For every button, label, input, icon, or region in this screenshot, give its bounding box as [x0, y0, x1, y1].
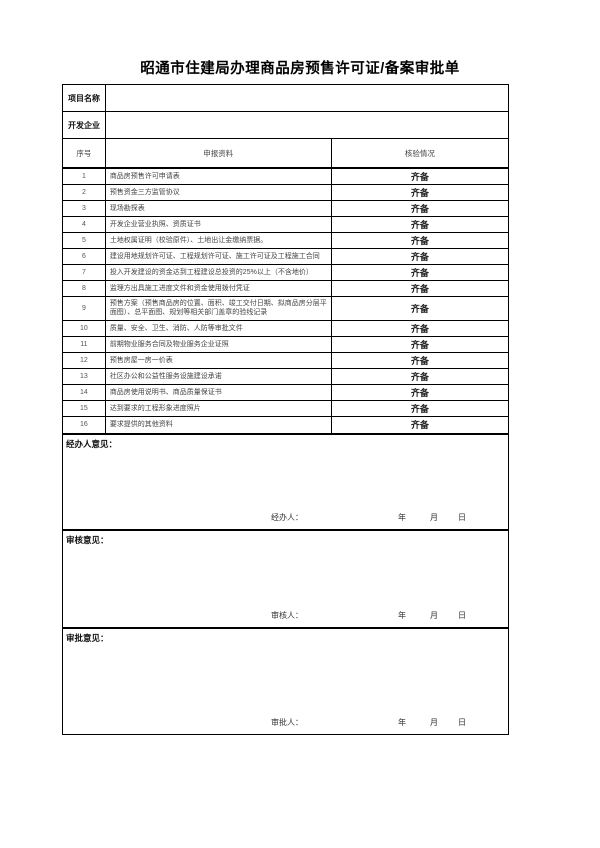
section-handler-opinion: 经办人意见： 经办人： 年 月 日	[63, 432, 508, 529]
material-name: 预售资金三方监管协议	[106, 185, 332, 200]
material-name: 要求提供的其他资料	[106, 416, 332, 433]
verify-status: 齐备	[410, 387, 429, 398]
table-row: 2 预售资金三方监管协议 齐备	[63, 185, 508, 201]
day-label: 日	[458, 512, 466, 522]
year-label: 年	[398, 610, 406, 620]
row-number: 14	[63, 384, 106, 400]
developer-label: 开发企业	[63, 112, 106, 138]
verify-status: 齐备	[410, 188, 429, 198]
row-number: 5	[63, 233, 106, 248]
verify-status: 齐备	[410, 339, 429, 350]
materials-rows: 1 商品房预售许可申请表 齐备 2 预售资金三方监管协议 齐备 3 现场勘探表 …	[63, 169, 508, 433]
day-label: 日	[458, 717, 466, 727]
header-material: 申报资料	[106, 139, 332, 167]
row-number: 12	[63, 352, 106, 368]
table-row: 15 达到要求的工程形象进度照片 齐备	[63, 400, 508, 417]
approval-signature-line: 审批人： 年 月 日	[63, 717, 508, 728]
handler-signature-line: 经办人： 年 月 日	[63, 512, 508, 523]
row-number: 6	[63, 249, 106, 264]
table-row: 5 土地权属证明（校验原件）、土地出让金缴纳票据。 齐备	[63, 233, 508, 249]
table-row: 1 商品房预售许可申请表 齐备	[63, 169, 508, 185]
handler-opinion-label: 经办人意见：	[66, 438, 118, 449]
table-row: 6 建设用地规划许可证、工程规划许可证、施工许可证及工程施工合同 齐备	[63, 249, 508, 265]
row-number: 1	[63, 169, 106, 184]
material-name: 土地权属证明（校验原件）、土地出让金缴纳票据。	[106, 233, 332, 248]
month-label: 月	[430, 610, 438, 620]
header-no: 序号	[63, 139, 106, 167]
year-label: 年	[398, 717, 406, 727]
material-name: 建设用地规划许可证、工程规划许可证、施工许可证及工程施工合同	[106, 249, 332, 264]
material-name: 预售方案（预售商品房的位置、面积、竣工交付日期、拟商品房分层平面图）、总平面图、…	[106, 297, 332, 320]
approval-form-table: 项目名称 开发企业 序号 申报资料 核验情况 1 商品房预售许可申请表 齐备 2…	[62, 84, 509, 735]
table-row: 14 商品房使用说明书、商品质量保证书 齐备	[63, 384, 508, 401]
verify-status: 齐备	[410, 204, 429, 214]
table-row: 16 要求提供的其他资料 齐备	[63, 416, 508, 433]
day-label: 日	[458, 610, 466, 620]
approval-signer-label: 审批人：	[271, 717, 303, 727]
verify-status: 齐备	[410, 172, 429, 182]
table-row: 8 监理方出具施工进度文件和资金使用拨付凭证 齐备	[63, 281, 508, 297]
material-name: 前期物业服务合同及物业服务企业证照	[106, 336, 332, 352]
verify-status: 齐备	[410, 420, 429, 431]
table-row: 11 前期物业服务合同及物业服务企业证照 齐备	[63, 336, 508, 353]
review-signer-label: 审核人：	[271, 610, 303, 620]
review-signature-line: 审核人： 年 月 日	[63, 610, 508, 621]
month-label: 月	[430, 512, 438, 522]
row-number: 13	[63, 368, 106, 384]
year-label: 年	[398, 512, 406, 522]
verify-status: 齐备	[410, 323, 429, 334]
section-review-opinion: 审核意见： 审核人： 年 月 日	[63, 528, 508, 627]
form-title: 昭通市住建局办理商品房预售许可证/备案审批单	[140, 61, 460, 77]
table-row: 13 社区办公和公益性服务设施建设承诺 齐备	[63, 368, 508, 385]
materials-header-row: 序号 申报资料 核验情况	[63, 139, 508, 169]
developer-value	[106, 112, 508, 138]
month-label: 月	[430, 717, 438, 727]
row-number: 7	[63, 265, 106, 280]
verify-status: 齐备	[410, 284, 429, 294]
table-row: 7 投入开发建设的资金达到工程建设总投资的25%以上（不含地价） 齐备	[63, 265, 508, 281]
material-name: 社区办公和公益性服务设施建设承诺	[106, 368, 332, 384]
table-row: 12 预售房屋一房一价表 齐备	[63, 352, 508, 369]
material-name: 监理方出具施工进度文件和资金使用拨付凭证	[106, 281, 332, 296]
row-number: 9	[63, 297, 106, 320]
row-number: 10	[63, 320, 106, 336]
project-name-value	[106, 85, 508, 111]
header-status: 核验情况	[404, 148, 435, 158]
verify-status: 齐备	[410, 252, 429, 262]
section-approval-opinion: 审批意见： 审批人： 年 月 日	[63, 626, 508, 734]
material-name: 质量、安全、卫生、消防、人防等审批文件	[106, 320, 332, 336]
verify-status: 齐备	[410, 355, 429, 366]
row-number: 8	[63, 281, 106, 296]
review-opinion-label: 审核意见：	[66, 534, 109, 545]
table-row: 4 开发企业营业执照、资质证书 齐备	[63, 217, 508, 233]
row-number: 3	[63, 201, 106, 216]
material-name: 开发企业营业执照、资质证书	[106, 217, 332, 232]
verify-status: 齐备	[410, 268, 429, 278]
material-name: 预售房屋一房一价表	[106, 352, 332, 368]
row-number: 15	[63, 400, 106, 416]
row-number: 11	[63, 336, 106, 352]
row-number: 2	[63, 185, 106, 200]
material-name: 商品房使用说明书、商品质量保证书	[106, 384, 332, 400]
material-name: 达到要求的工程形象进度照片	[106, 400, 332, 416]
material-name: 商品房预售许可申请表	[106, 169, 332, 184]
table-row: 9 预售方案（预售商品房的位置、面积、竣工交付日期、拟商品房分层平面图）、总平面…	[63, 297, 508, 321]
table-row: 3 现场勘探表 齐备	[63, 201, 508, 217]
approval-opinion-label: 审批意见：	[66, 632, 109, 643]
verify-status: 齐备	[410, 303, 429, 314]
verify-status: 齐备	[410, 371, 429, 382]
material-name: 投入开发建设的资金达到工程建设总投资的25%以上（不含地价）	[106, 265, 332, 280]
material-name: 现场勘探表	[106, 201, 332, 216]
row-number: 4	[63, 217, 106, 232]
field-row-developer: 开发企业	[63, 112, 508, 139]
row-number: 16	[63, 416, 106, 433]
table-row: 10 质量、安全、卫生、消防、人防等审批文件 齐备	[63, 320, 508, 337]
verify-status: 齐备	[410, 403, 429, 414]
project-name-label: 项目名称	[63, 85, 106, 111]
verify-status: 齐备	[410, 220, 429, 230]
field-row-project-name: 项目名称	[63, 85, 508, 112]
verify-status: 齐备	[410, 236, 429, 246]
handler-signer-label: 经办人：	[271, 512, 303, 522]
